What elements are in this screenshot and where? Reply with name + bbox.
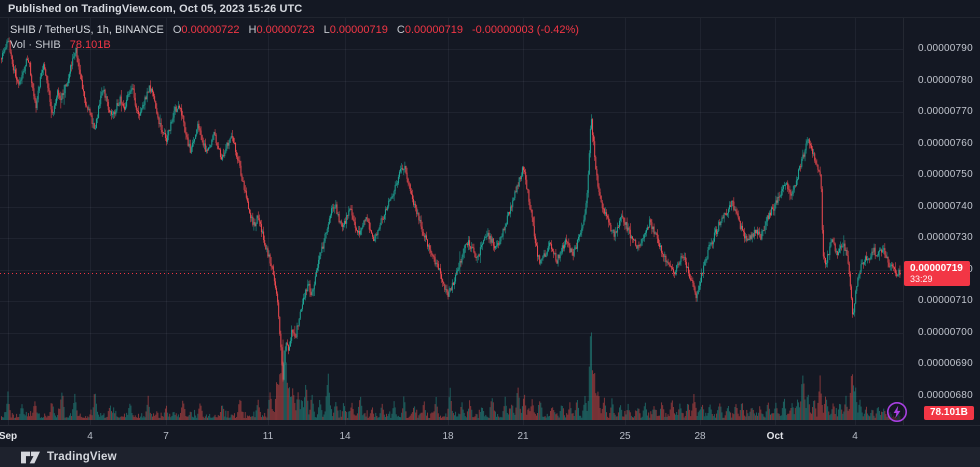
time-axis-label: 4 [852, 431, 858, 442]
ohlc-open-key: O [172, 23, 182, 36]
price-axis-label: 0.00000740 [918, 200, 973, 212]
lightning-bolt-icon [887, 402, 907, 422]
chart-legend: SHIB / TetherUS, 1h, BINANCE O 0.00000722… [10, 22, 579, 52]
brand-name[interactable]: TradingView [47, 451, 117, 463]
bar-countdown: 33:29 [910, 274, 933, 284]
price-axis-label: 0.00000730 [918, 232, 973, 244]
time-axis-label: 4 [87, 431, 93, 442]
publish-info-text: Published on TradingView.com, Oct 05, 20… [8, 2, 303, 15]
time-axis-label: 18 [442, 431, 454, 442]
last-price-value: 0.00000719 [910, 263, 963, 274]
last-price-badge: 0.00000719 33:29 [904, 261, 970, 286]
change-value: -0.00000003 (-0.42%) [471, 23, 579, 36]
volume-badge: 78.101B [924, 406, 974, 420]
boost-button[interactable] [886, 401, 908, 423]
publish-info-bar: Published on TradingView.com, Oct 05, 20… [0, 0, 980, 18]
time-axis-label: 11 [262, 431, 274, 442]
symbol-legend-row: SHIB / TetherUS, 1h, BINANCE O 0.00000722… [10, 22, 579, 37]
ohlc-close-value: 0.00000719 [404, 23, 463, 36]
chart-pane[interactable] [0, 18, 903, 425]
time-axis-label: Sep [0, 431, 18, 442]
ohlc-close: C 0.00000719 [397, 24, 463, 36]
price-axis-label: 0.00000780 [918, 74, 973, 86]
ohlc-high: H 0.00000723 [249, 24, 315, 36]
price-axis-label: 0.00000680 [918, 389, 973, 401]
time-axis-label: 28 [694, 431, 706, 442]
price-axis-label: 0.00000690 [918, 358, 973, 370]
ohlc-low-value: 0.00000719 [329, 23, 388, 36]
time-axis-label: 14 [339, 431, 351, 442]
ohlc-low: L 0.00000719 [324, 24, 388, 36]
chart-canvas[interactable] [0, 18, 903, 425]
volume-legend-label: Vol · SHIB [10, 38, 61, 51]
volume-legend-value: 78.101B [69, 38, 111, 51]
time-axis-label: 21 [517, 431, 529, 442]
ohlc-close-key: C [396, 23, 405, 36]
ohlc-low-key: L [323, 23, 330, 36]
ohlc-high-key: H [248, 23, 257, 36]
price-axis-label: 0.00000750 [918, 169, 973, 181]
price-axis-label: 0.00000760 [918, 137, 973, 149]
price-axis[interactable]: 0.00000790 0.00000780 0.00000770 0.00000760… [903, 18, 980, 425]
price-axis-label: 0.00000790 [918, 43, 973, 54]
ohlc-high-value: 0.00000723 [256, 23, 315, 36]
ohlc-open-value: 0.00000722 [181, 23, 240, 36]
price-axis-label: 0.00000710 [918, 295, 973, 307]
tradingview-logo-icon[interactable] [21, 451, 40, 464]
brand-bar: TradingView [0, 447, 980, 467]
time-axis-label: Oct [766, 431, 784, 442]
symbol-title: SHIB / TetherUS, 1h, BINANCE [10, 23, 164, 36]
time-axis-label: 25 [619, 431, 631, 442]
time-axis[interactable]: Sep 4 7 11 14 18 21 25 28 Oct 4 [0, 425, 980, 448]
volume-legend-row: Vol · SHIB 78.101B [10, 37, 579, 52]
price-axis-label: 0.00000700 [918, 326, 973, 338]
time-axis-label: 7 [163, 431, 169, 442]
price-axis-label: 0.00000770 [918, 106, 973, 118]
ohlc-open: O 0.00000722 [173, 24, 240, 36]
